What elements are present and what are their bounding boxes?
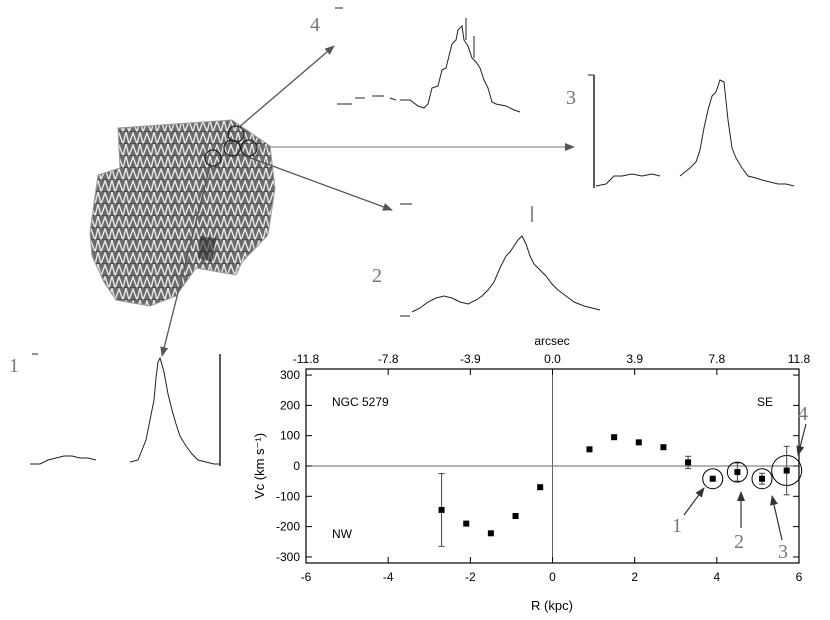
- spectrum-4-trace: [335, 7, 521, 113]
- spectrum-2: 2: [372, 203, 601, 317]
- rotation-curve-plot: -6 -4 -2 0 2 4 6 -11.8 -7.8 -3.9 0.0 3.9 7.8 11.8 30…: [252, 334, 811, 613]
- spectrum-label-2: 2: [372, 265, 382, 287]
- y-tick-label: -300: [276, 550, 300, 564]
- y-tick-label: 0: [293, 459, 300, 473]
- callout-label-4: 4: [798, 403, 808, 425]
- circled-point-4: [771, 455, 803, 487]
- y-tick-label: 300: [280, 368, 300, 382]
- ifu-galaxy-map: [89, 119, 276, 307]
- data-point-2: [487, 530, 494, 537]
- top-tick-label: -3.9: [460, 352, 481, 366]
- x-tick-label: 6: [796, 570, 803, 584]
- top-tick-label: 0.0: [544, 352, 561, 366]
- x-tick-label: 4: [713, 570, 720, 584]
- top-axis: -11.8 -7.8 -3.9 0.0 3.9 7.8 11.8: [293, 352, 811, 375]
- se-annotation: SE: [757, 395, 773, 409]
- callout-label-3: 3: [778, 541, 788, 563]
- spectrum-label-3: 3: [566, 87, 576, 109]
- data-point-3: [512, 513, 519, 520]
- data-point-9: [685, 459, 692, 466]
- left-axis: 300 200 100 0 -100 -200 -300: [276, 368, 799, 564]
- data-point-6: [611, 434, 618, 441]
- top-tick-label: 11.8: [788, 352, 811, 366]
- y-tick-label: 100: [280, 429, 300, 443]
- data-point-0: [438, 506, 445, 513]
- x-tick-label: 0: [549, 570, 556, 584]
- spectrum-1: 1: [9, 353, 221, 466]
- y-tick-label: -100: [276, 489, 300, 503]
- spectrum-1-trace: [30, 353, 220, 465]
- x-tick-label: 2: [631, 570, 638, 584]
- callout-label-2: 2: [734, 531, 744, 553]
- aperture-circle-1: [204, 149, 222, 167]
- galaxy-name-annotation: NGC 5279: [332, 395, 389, 409]
- spectrum-arrows: [160, 45, 575, 357]
- circled-points: [702, 455, 803, 490]
- data-points: [438, 434, 790, 547]
- nw-annotation: NW: [332, 527, 353, 541]
- x-tick-label: -4: [383, 570, 394, 584]
- arrow-to-spectrum-1: [160, 165, 211, 357]
- data-point-4: [537, 484, 544, 491]
- circled-point-2: [726, 461, 748, 483]
- data-point-11: [734, 469, 741, 476]
- data-point-7: [635, 439, 642, 446]
- bottom-axis: -6 -4 -2 0 2 4 6: [301, 557, 803, 584]
- ifu-map-image: [89, 119, 276, 307]
- x-tick-label: -6: [301, 570, 312, 584]
- spectrum-label-4: 4: [310, 14, 320, 36]
- spectrum-3: 3: [566, 74, 795, 188]
- arrow-to-spectrum-2: [239, 153, 393, 211]
- x-axis-label: R (kpc): [531, 598, 573, 613]
- data-point-13: [783, 467, 790, 474]
- point-callouts: 1 2 3 4: [672, 403, 808, 563]
- y-tick-label: -200: [276, 520, 300, 534]
- arrow-to-spectrum-4: [237, 45, 335, 129]
- data-point-10: [709, 475, 716, 482]
- spectrum-4: 4: [310, 7, 521, 113]
- spectrum-label-1: 1: [9, 355, 19, 377]
- data-point-12: [759, 475, 766, 482]
- callout-arrow-3: [770, 495, 783, 541]
- callout-arrow-1: [683, 487, 705, 516]
- data-point-8: [660, 444, 667, 451]
- spectrum-3-trace: [595, 79, 795, 187]
- top-tick-label: 7.8: [708, 352, 725, 366]
- data-point-5: [586, 446, 593, 453]
- callout-arrow-4: [796, 423, 807, 456]
- top-axis-label: arcsec: [534, 334, 569, 348]
- top-tick-label: -7.8: [378, 352, 399, 366]
- y-axis-label: Vc (km s⁻¹): [252, 433, 267, 499]
- spectrum-2-trace: [400, 203, 601, 317]
- top-tick-label: -11.8: [293, 352, 320, 366]
- circled-point-3: [751, 468, 773, 490]
- top-tick-label: 3.9: [626, 352, 643, 366]
- aperture-circle-3: [240, 139, 258, 157]
- y-tick-label: 200: [280, 398, 300, 412]
- x-tick-label: -2: [465, 570, 476, 584]
- aperture-circle-4: [227, 125, 245, 143]
- callout-label-1: 1: [672, 515, 682, 537]
- data-point-1: [463, 520, 470, 527]
- circled-point-1: [702, 468, 724, 490]
- aperture-circle-2: [223, 139, 241, 157]
